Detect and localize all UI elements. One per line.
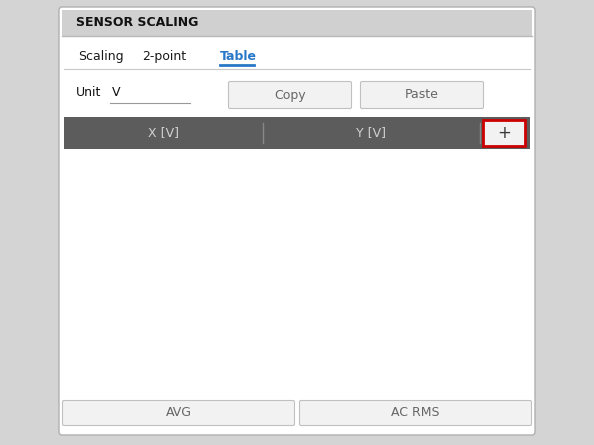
Text: AVG: AVG [166, 406, 191, 420]
Text: X [V]: X [V] [148, 126, 179, 139]
Text: Scaling: Scaling [78, 50, 124, 63]
Text: AC RMS: AC RMS [391, 406, 440, 420]
FancyBboxPatch shape [229, 81, 352, 109]
Text: 2-point: 2-point [142, 50, 186, 63]
Text: +: + [497, 124, 511, 142]
Bar [64, 117, 530, 149]
Text: SENSOR SCALING: SENSOR SCALING [76, 16, 198, 29]
Text: Unit: Unit [76, 86, 102, 100]
Text: Paste: Paste [405, 89, 439, 101]
FancyBboxPatch shape [299, 400, 532, 425]
FancyBboxPatch shape [59, 7, 535, 435]
Bar [62, 10, 532, 36]
Text: Copy: Copy [274, 89, 306, 101]
FancyBboxPatch shape [361, 81, 484, 109]
Text: Table: Table [220, 50, 257, 63]
FancyBboxPatch shape [62, 400, 295, 425]
Text: V: V [112, 86, 121, 100]
Bar [483, 120, 525, 146]
Text: Y [V]: Y [V] [356, 126, 386, 139]
